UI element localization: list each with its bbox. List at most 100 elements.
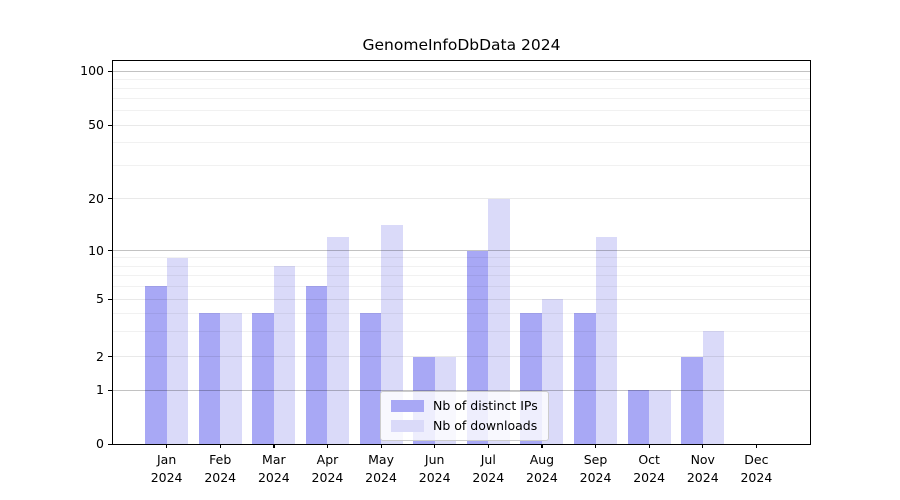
legend-row-distinct-ips: Nb of distinct IPs — [391, 398, 538, 414]
x-tick-sep — [595, 444, 597, 448]
x-tick-label-may: May 2024 — [353, 451, 409, 487]
x-tick-month: Aug — [529, 452, 555, 467]
bar-downloads-mar — [273, 266, 296, 444]
x-tick-label-jan: Jan 2024 — [139, 451, 195, 487]
x-tick-year: 2024 — [418, 470, 451, 485]
y-gridline-minor-70 — [113, 98, 810, 100]
y-gridline-minor-7 — [113, 274, 810, 276]
y-tick-label-50: 50 — [88, 117, 104, 132]
x-tick-month: Oct — [638, 452, 660, 467]
x-tick-label-sep: Sep 2024 — [568, 451, 624, 487]
y-gridline-minor-4 — [113, 312, 810, 314]
x-tick-year: 2024 — [633, 470, 666, 485]
plot-area — [112, 60, 811, 445]
x-tick-year: 2024 — [686, 470, 719, 485]
x-tick-month: Jun — [424, 452, 445, 467]
x-tick-label-mar: Mar 2024 — [246, 451, 302, 487]
x-tick-dec — [755, 444, 758, 448]
y-tick-50 — [108, 124, 112, 126]
x-tick-nov — [702, 444, 704, 448]
y-tick-10 — [108, 250, 112, 252]
y-gridline-minor-3 — [113, 330, 810, 332]
x-tick-mar — [273, 444, 275, 448]
x-tick-oct — [648, 444, 650, 448]
bar-downloads-nov — [702, 331, 725, 444]
x-tick-label-feb: Feb 2024 — [192, 451, 248, 487]
x-tick-year: 2024 — [311, 470, 344, 485]
y-gridline-minor-40 — [113, 142, 810, 144]
y-tick-label-10: 10 — [88, 242, 104, 258]
bar-distinct-ips-mar — [252, 313, 274, 444]
y-gridline-minor-90 — [113, 78, 810, 80]
x-tick-year: 2024 — [204, 470, 237, 485]
y-gridline-minor-80 — [113, 87, 810, 89]
bar-distinct-ips-feb — [198, 313, 221, 444]
x-tick-label-dec: Dec 2024 — [728, 451, 784, 487]
bar-downloads-jan — [166, 257, 189, 444]
x-tick-label-jun: Jun 2024 — [407, 451, 463, 487]
x-tick-year: 2024 — [257, 470, 290, 485]
legend: Nb of distinct IPs Nb of downloads — [380, 391, 549, 441]
y-gridline-50 — [113, 124, 810, 126]
x-tick-year: 2024 — [526, 470, 558, 485]
y-tick-0 — [108, 443, 112, 445]
bar-downloads-jul — [488, 198, 510, 444]
legend-label-distinct-ips: Nb of distinct IPs — [433, 398, 538, 413]
y-gridline-20 — [113, 198, 810, 199]
legend-label-downloads: Nb of downloads — [433, 418, 538, 433]
y-gridline-minor-6 — [113, 285, 810, 287]
bar-downloads-sep — [595, 236, 618, 444]
x-tick-aug — [541, 444, 543, 448]
y-tick-1 — [108, 389, 112, 391]
bar-downloads-apr — [327, 236, 349, 444]
y-tick-20 — [108, 198, 112, 200]
x-tick-month: Dec — [744, 452, 769, 467]
bar-downloads-may — [381, 225, 403, 444]
y-gridline-minor-60 — [113, 110, 810, 112]
y-gridline-2 — [113, 356, 810, 357]
x-tick-year: 2024 — [579, 470, 612, 485]
x-tick-may — [380, 444, 382, 448]
legend-row-downloads: Nb of downloads — [391, 418, 538, 434]
y-tick-label-100: 100 — [80, 63, 104, 78]
x-tick-jan — [166, 444, 168, 448]
x-tick-label-jul: Jul 2024 — [460, 451, 516, 487]
bar-distinct-ips-may — [359, 313, 382, 444]
bar-distinct-ips-nov — [681, 356, 703, 444]
bar-distinct-ips-sep — [574, 313, 596, 444]
x-tick-label-aug: Aug 2024 — [514, 451, 570, 487]
bar-distinct-ips-apr — [305, 286, 328, 444]
y-gridline-minor-30 — [113, 165, 810, 167]
y-tick-label-1: 1 — [96, 382, 104, 397]
x-tick-month: Jul — [480, 452, 496, 467]
y-gridline-1 — [113, 389, 810, 391]
y-tick-label-20: 20 — [88, 190, 104, 206]
x-tick-label-nov: Nov 2024 — [675, 451, 731, 487]
y-gridline-minor-8 — [113, 265, 810, 267]
y-tick-label-2: 2 — [96, 348, 104, 364]
bar-downloads-oct — [649, 390, 671, 444]
x-tick-month: May — [368, 452, 394, 467]
x-tick-label-oct: Oct 2024 — [621, 451, 677, 487]
y-tick-100 — [108, 70, 112, 72]
x-tick-month: Sep — [583, 452, 608, 467]
x-tick-month: Mar — [262, 452, 286, 467]
x-tick-label-apr: Apr 2024 — [299, 451, 355, 487]
y-gridline-minor-9 — [113, 257, 810, 259]
x-tick-month: Jan — [156, 452, 177, 467]
y-tick-label-0: 0 — [96, 436, 104, 451]
y-gridline-100 — [113, 70, 810, 72]
legend-swatch-downloads — [391, 420, 424, 432]
x-tick-feb — [219, 444, 221, 448]
x-tick-apr — [326, 444, 329, 448]
legend-swatch-distinct-ips — [391, 400, 424, 412]
y-tick-2 — [108, 356, 112, 358]
x-tick-year: 2024 — [365, 470, 397, 485]
y-gridline-5 — [113, 298, 810, 300]
y-gridline-10 — [113, 250, 810, 251]
x-tick-month: Apr — [316, 452, 339, 467]
x-tick-year: 2024 — [740, 470, 773, 485]
x-tick-year: 2024 — [150, 470, 183, 485]
x-tick-year: 2024 — [472, 470, 505, 485]
